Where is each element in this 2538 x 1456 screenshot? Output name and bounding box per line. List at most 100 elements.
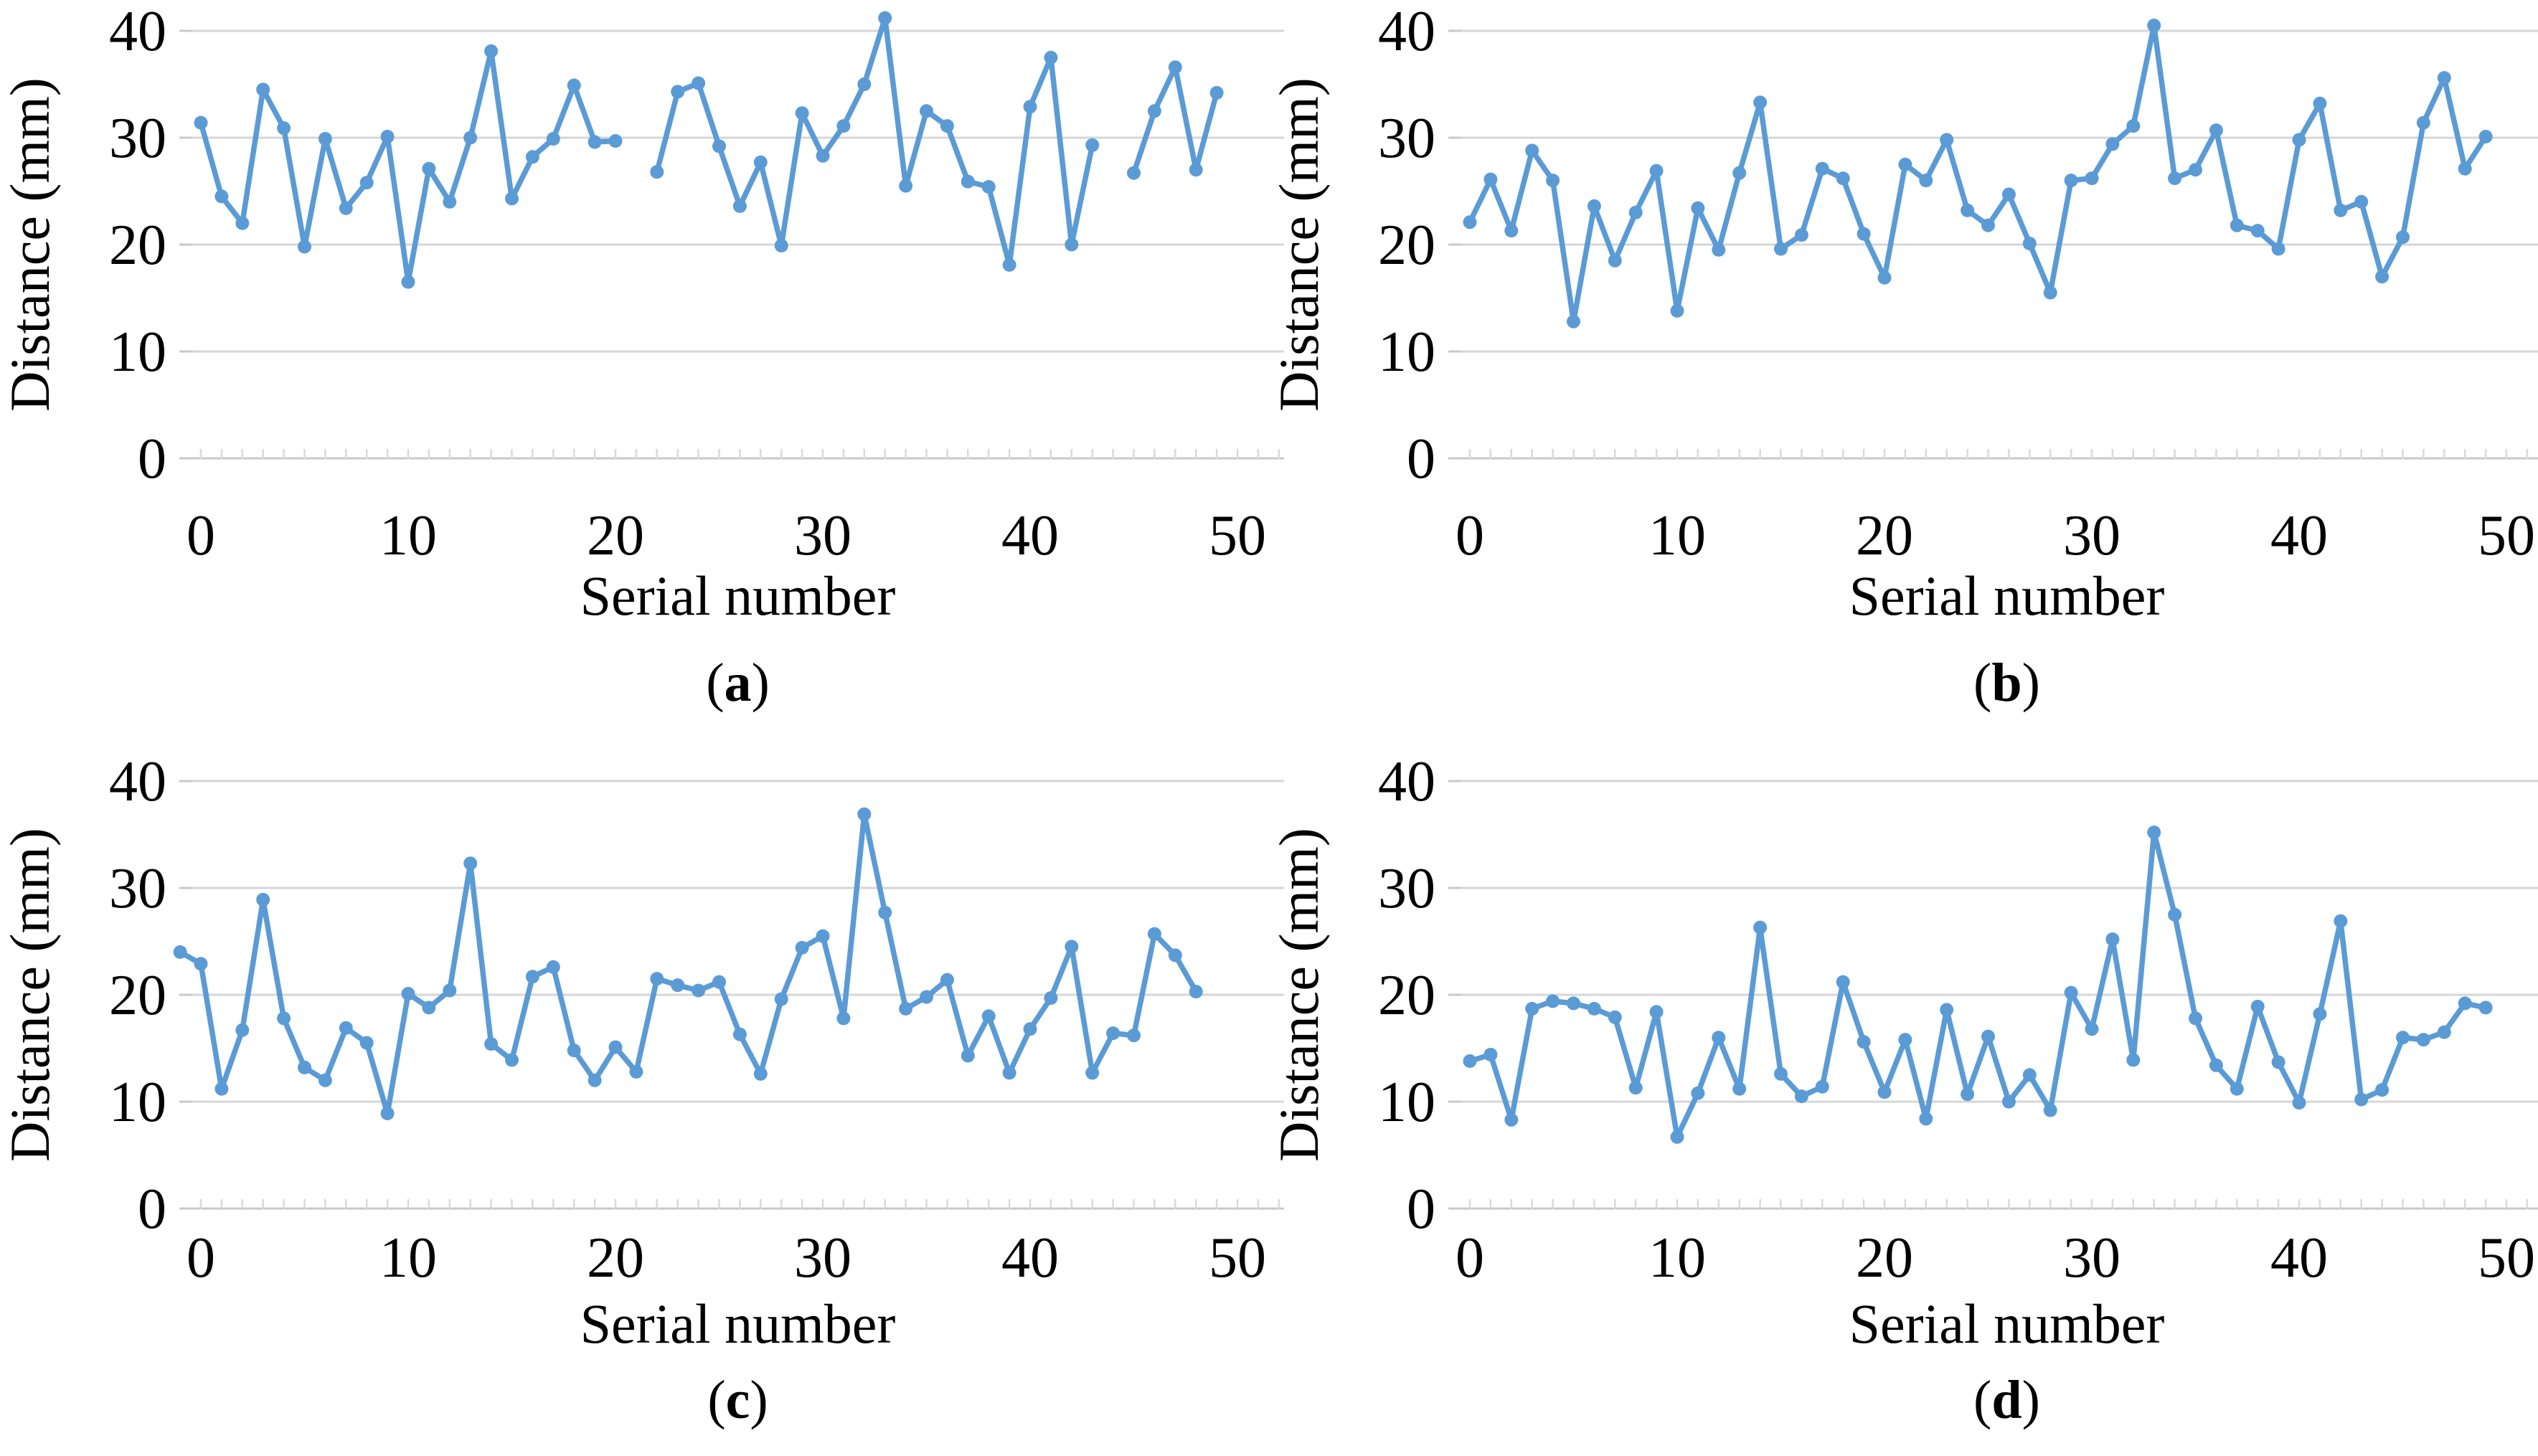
x-tick-label-30: 30	[2063, 504, 2120, 567]
data-point	[1691, 1086, 1705, 1100]
data-point	[2209, 123, 2223, 138]
data-point	[1209, 85, 1224, 100]
data-point	[1085, 138, 1100, 152]
data-point	[1712, 1031, 1726, 1045]
x-axis-title: Serial number	[1849, 564, 2165, 627]
x-tick-label-0: 0	[1456, 1226, 1484, 1290]
data-line-series	[1131, 64, 1220, 176]
x-axis-title: Serial number	[1849, 1292, 2165, 1355]
y-tick-label-40: 40	[109, 0, 166, 63]
data-point	[692, 983, 706, 998]
x-tick-label-20: 20	[1856, 1226, 1913, 1290]
data-point	[505, 192, 519, 206]
data-point	[484, 1037, 499, 1051]
data-point	[2396, 230, 2410, 245]
data-point	[422, 161, 436, 176]
data-point	[2416, 1033, 2430, 1047]
x-tick-label-30: 30	[794, 1226, 851, 1290]
data-point	[795, 940, 809, 955]
data-point	[1898, 1033, 1912, 1047]
chart-panel-d: 40 30 20 10 0 0 10 20 30 40 50 Distance (mm) Serial …	[1268, 728, 2538, 1456]
y-tick-label-20: 20	[1378, 964, 1435, 1027]
data-point	[1649, 1005, 1664, 1019]
data-point	[1127, 1029, 1141, 1043]
data-point	[1525, 1001, 1539, 1016]
y-axis-title: Distance (mm)	[1268, 828, 1330, 1162]
data-point	[2250, 224, 2265, 238]
data-point	[671, 978, 685, 993]
data-point	[1774, 242, 1788, 256]
data-point	[1670, 1130, 1684, 1144]
data-point	[1085, 1066, 1100, 1080]
data-point	[1483, 172, 1498, 186]
data-point	[1961, 203, 1975, 217]
data-point	[1023, 1022, 1037, 1036]
y-tick-label-10: 10	[109, 1071, 166, 1134]
chart-svg-d: 40 30 20 10 00 10 20 30 40 50 Distance (mm) Serial …	[1268, 750, 2538, 1430]
data-point	[1463, 215, 1477, 230]
data-point	[256, 892, 270, 907]
y-tick-label-40: 40	[1378, 0, 1435, 63]
chart-svg-c: 40 30 20 10 00 10 20 30 40 50 Distance (mm) Serial …	[0, 750, 1284, 1430]
y-tick-label-10: 10	[1378, 1071, 1435, 1134]
data-point	[359, 176, 374, 190]
data-point	[1898, 157, 1912, 171]
data-point	[1857, 227, 1871, 241]
data-point	[2437, 71, 2451, 85]
y-tick-label-20: 20	[1378, 214, 1435, 277]
data-point	[2230, 1082, 2244, 1096]
data-point	[650, 165, 664, 179]
data-point	[2478, 1001, 2493, 1015]
data-point	[2064, 985, 2078, 1000]
data-point	[443, 983, 457, 998]
x-tick-label-10: 10	[1648, 504, 1706, 567]
x-tick-label-50: 50	[1209, 504, 1266, 567]
x-tick-label-50: 50	[2478, 1226, 2535, 1290]
data-point	[1127, 166, 1141, 180]
data-point	[1732, 1082, 1747, 1096]
data-point	[732, 1027, 747, 1041]
chart-panel-c: 40 30 20 10 0 0 10 20 30 40 50 Distance (mm) Serial …	[0, 728, 1284, 1456]
data-point	[2458, 996, 2472, 1011]
data-point	[2126, 119, 2141, 133]
data-point	[2209, 1058, 2223, 1072]
x-tick-label-10: 10	[379, 504, 437, 567]
data-point	[774, 239, 788, 252]
data-line-series	[1467, 829, 2489, 1140]
x-tick-label-20: 20	[1856, 504, 1913, 567]
x-tick-label-40: 40	[2270, 504, 2328, 567]
data-point	[1732, 166, 1747, 180]
data-point	[339, 201, 353, 215]
data-point	[380, 1106, 395, 1120]
data-point	[2250, 999, 2265, 1013]
data-point	[2292, 133, 2306, 147]
data-line-series	[654, 15, 1095, 268]
data-point	[2168, 171, 2182, 186]
data-point	[1649, 164, 1664, 178]
data-point	[2313, 1007, 2327, 1021]
y-tick-label-10: 10	[1378, 321, 1435, 384]
data-point	[1857, 1035, 1871, 1049]
y-tick-label-30: 30	[1378, 107, 1435, 170]
data-point	[2189, 163, 2202, 177]
data-point	[214, 189, 229, 204]
data-point	[1794, 228, 1808, 242]
data-point	[1794, 1089, 1808, 1103]
y-tick-label-10: 10	[109, 321, 166, 384]
data-point	[961, 1049, 975, 1063]
data-point	[1044, 991, 1058, 1005]
data-point	[1753, 920, 1768, 935]
data-point	[940, 119, 954, 133]
data-point	[235, 216, 250, 230]
data-point	[567, 1044, 581, 1057]
data-point	[2168, 907, 2182, 922]
data-point	[1608, 1010, 1622, 1024]
data-point	[732, 199, 747, 213]
chart-svg-a: 40 30 20 10 00 10 20 30 40 50 Distance (mm) Serial …	[0, 0, 1284, 713]
data-point	[2271, 1055, 2285, 1069]
data-point	[1065, 237, 1079, 252]
data-point	[816, 929, 830, 943]
y-tick-label-40: 40	[109, 750, 166, 813]
data-point	[1587, 1001, 1601, 1016]
